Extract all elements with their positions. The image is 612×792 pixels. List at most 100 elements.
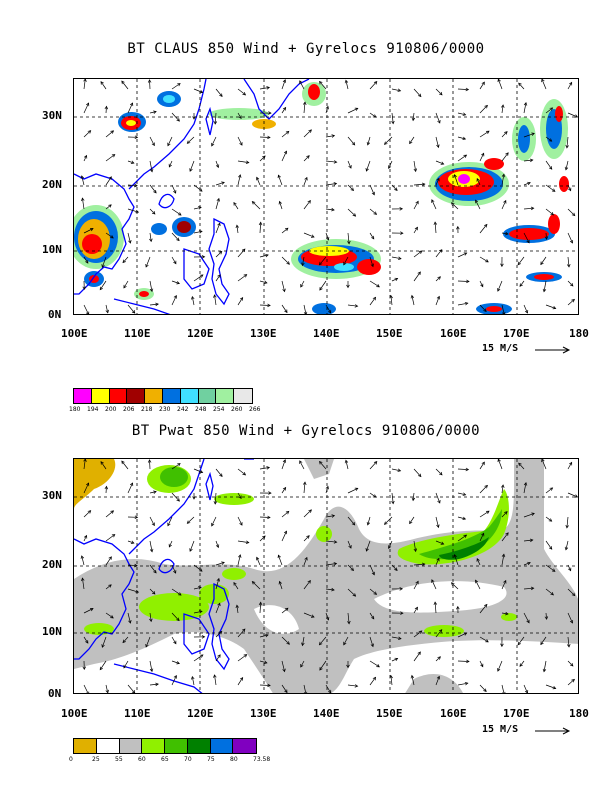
wind-vector: [105, 684, 109, 693]
wind-vector: [319, 660, 327, 671]
wind-vector-head: [123, 284, 127, 289]
wind-vector: [171, 184, 177, 194]
wind-vector-head: [497, 288, 501, 292]
panel1-vector-scale-arrow: [535, 346, 571, 354]
wind-vector: [435, 178, 440, 186]
wind-vector-head: [436, 295, 441, 300]
wind-vector: [413, 581, 419, 590]
wind-vector-head: [343, 261, 347, 266]
panel2-lon-label: 130E: [250, 707, 277, 720]
wind-vector-head: [86, 691, 90, 693]
panel2-lat-label: 30N: [42, 489, 62, 502]
wind-vector-head: [414, 606, 418, 611]
wind-vector-head: [83, 534, 88, 539]
panel2-title: BT Pwat 850 Wind + Gyrelocs 910806/0000: [131, 423, 481, 439]
wind-vector: [325, 304, 332, 314]
wind-vector: [413, 468, 422, 477]
wind-vector: [281, 459, 286, 470]
wind-vector-head: [89, 228, 94, 232]
wind-vector-head: [177, 463, 181, 467]
wind-vector: [171, 660, 180, 664]
wind-vector-head: [217, 274, 221, 278]
wind-vector-head: [284, 227, 289, 232]
wind-vector: [281, 79, 286, 90]
wind-vector: [567, 588, 576, 596]
wind-vector: [281, 660, 285, 672]
wind-vector-head: [149, 238, 153, 243]
wind-vector-head: [325, 236, 330, 241]
wind-vector: [479, 256, 489, 263]
wind-vector-head: [262, 155, 266, 160]
wind-vector-head: [167, 522, 171, 527]
legend-swatch: [234, 389, 252, 403]
wind-vector-head: [569, 283, 574, 287]
wind-vector: [518, 462, 525, 470]
legend-swatch: [91, 389, 110, 403]
wind-vector-head: [282, 288, 286, 293]
wind-vector: [149, 136, 155, 146]
wind-vector-head: [89, 608, 94, 612]
wind-vector-head: [400, 611, 404, 615]
wind-vector: [325, 160, 337, 163]
wind-vector-head: [111, 534, 116, 538]
wind-vector: [413, 88, 422, 97]
wind-vector-head: [300, 664, 304, 668]
wind-vector: [545, 107, 553, 114]
wind-vector: [545, 184, 556, 192]
wind-vector-head: [300, 284, 304, 288]
wind-vector-head: [481, 81, 485, 86]
wind-vector: [523, 513, 535, 518]
wind-vector: [145, 256, 151, 268]
wind-vector: [435, 468, 443, 476]
wind-vector-head: [569, 461, 573, 466]
wind-vector: [476, 558, 481, 566]
wind-vector: [347, 136, 355, 146]
wind-vector-head: [318, 261, 323, 266]
wind-vector: [567, 462, 573, 470]
wind-vector-head: [283, 150, 288, 155]
wind-vector-head: [548, 166, 553, 170]
wind-vector: [523, 159, 533, 162]
wind-vector: [105, 154, 116, 162]
wind-vector: [233, 202, 239, 210]
wind-vector: [431, 579, 437, 590]
wind-vector-head: [81, 577, 85, 582]
wind-vector-head: [213, 294, 217, 298]
wind-vector-head: [99, 666, 103, 671]
wind-vector-head: [101, 264, 105, 268]
wind-vector-head: [189, 548, 193, 552]
wind-vector: [302, 256, 305, 266]
wind-vector-head: [389, 294, 393, 299]
wind-vector: [105, 304, 109, 313]
wind-vector-head: [421, 182, 426, 186]
wind-vector: [565, 160, 569, 170]
wind-vector: [543, 280, 547, 292]
wind-vector: [171, 256, 177, 264]
wind-vector-head: [480, 283, 484, 288]
wind-vector-head: [348, 545, 352, 549]
wind-vector-head: [85, 260, 89, 264]
wind-vector-head: [278, 200, 282, 205]
wind-vector: [237, 248, 246, 258]
panel2-vector-scale-arrow: [535, 727, 571, 735]
wind-vector: [413, 607, 418, 614]
wind-vector-head: [198, 230, 203, 234]
wind-vector-head: [284, 309, 288, 314]
wind-vector-head: [524, 309, 529, 314]
wind-vector: [479, 510, 490, 518]
wind-vector: [171, 675, 177, 686]
wind-vector: [149, 232, 152, 242]
wind-vector-head: [134, 563, 138, 568]
wind-vector-head: [153, 490, 157, 494]
wind-vector-head: [301, 262, 305, 267]
wind-vector: [193, 586, 202, 590]
wind-vector: [302, 636, 305, 646]
wind-vector: [215, 561, 225, 566]
wind-vector: [457, 660, 470, 662]
wind-vector-head: [504, 511, 508, 515]
wind-vector: [567, 492, 578, 498]
wind-vector: [345, 460, 349, 470]
wind-vector-head: [173, 190, 177, 194]
wind-vector-head: [328, 689, 332, 693]
wind-vector-head: [216, 577, 220, 582]
